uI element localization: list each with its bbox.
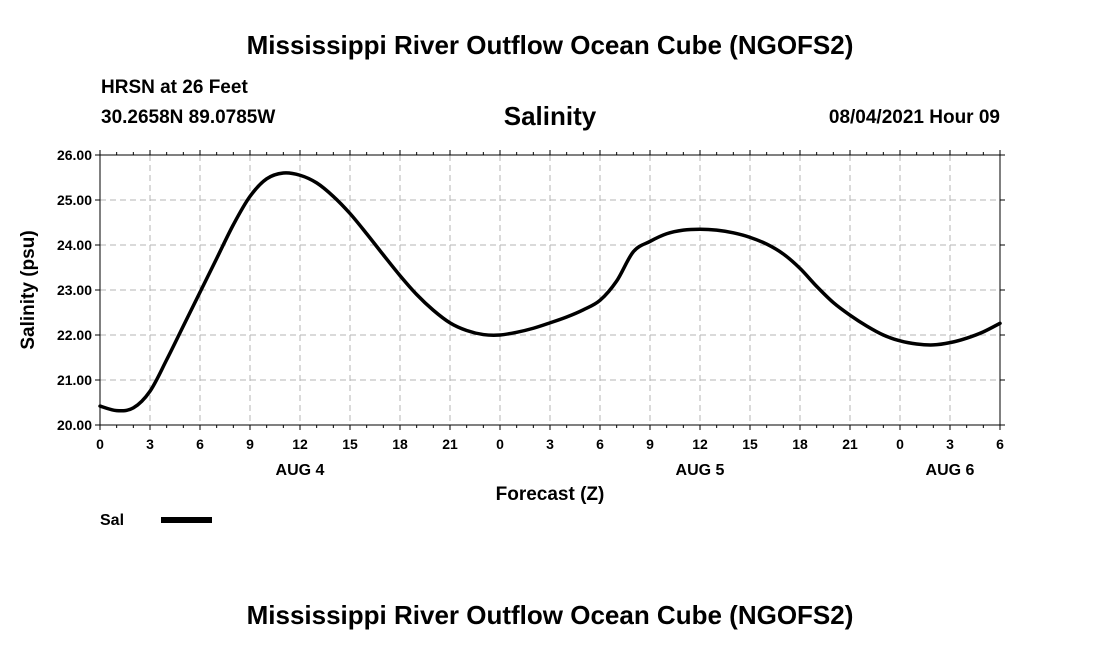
series-layer — [98, 171, 1002, 413]
y-tick-label: 25.00 — [57, 192, 92, 208]
y-axis-label: Salinity (psu) — [18, 230, 39, 349]
y-tick-label: 21.00 — [57, 372, 92, 388]
y-tick-label: 20.00 — [57, 417, 92, 433]
forecast-datetime: 08/04/2021 Hour 09 — [828, 107, 1000, 128]
y-tick-label: 22.00 — [57, 327, 92, 343]
page-title: Mississippi River Outflow Ocean Cube (NG… — [246, 30, 854, 60]
y-tick-label: 23.00 — [57, 282, 92, 298]
station-label: HRSN at 26 Feet — [101, 77, 248, 98]
x-tick-label: 9 — [246, 436, 254, 452]
date-label: AUG 6 — [926, 462, 975, 479]
x-tick-label: 12 — [692, 436, 708, 452]
chart-title: Salinity — [503, 101, 597, 131]
x-tick-label: 21 — [442, 436, 458, 452]
x-tick-label: 6 — [596, 436, 604, 452]
legend-label: Sal — [100, 512, 124, 529]
x-tick-label: 15 — [342, 436, 358, 452]
axes: 0 3 6 9 12 15 18 21 0 3 6 9 12 15 18 21 0 3 6 AUG 4 AUG 5 AUG… — [57, 147, 1005, 479]
y-tick-label: 26.00 — [57, 147, 92, 163]
station-coordinates: 30.2658N 89.0785W — [101, 107, 276, 128]
x-tick-label: 18 — [792, 436, 808, 452]
x-axis-label: Forecast (Z) — [496, 484, 605, 505]
grid — [100, 155, 1000, 425]
x-tick-label: 15 — [742, 436, 758, 452]
x-tick-label: 3 — [946, 436, 954, 452]
x-tick-label: 12 — [292, 436, 308, 452]
date-label: AUG 4 — [276, 462, 325, 479]
x-tick-label: 3 — [546, 436, 554, 452]
x-tick-label: 9 — [646, 436, 654, 452]
x-tick-label: 3 — [146, 436, 154, 452]
series-line-sal — [98, 171, 1002, 413]
x-tick-label: 0 — [496, 436, 504, 452]
x-tick-label: 6 — [996, 436, 1004, 452]
x-tick-label: 0 — [96, 436, 104, 452]
x-tick-label: 0 — [896, 436, 904, 452]
y-tick-label: 24.00 — [57, 237, 92, 253]
footer-title: Mississippi River Outflow Ocean Cube (NG… — [246, 600, 854, 630]
x-tick-label: 6 — [196, 436, 204, 452]
x-tick-label: 18 — [392, 436, 408, 452]
x-tick-label: 21 — [842, 436, 858, 452]
date-label: AUG 5 — [676, 462, 725, 479]
